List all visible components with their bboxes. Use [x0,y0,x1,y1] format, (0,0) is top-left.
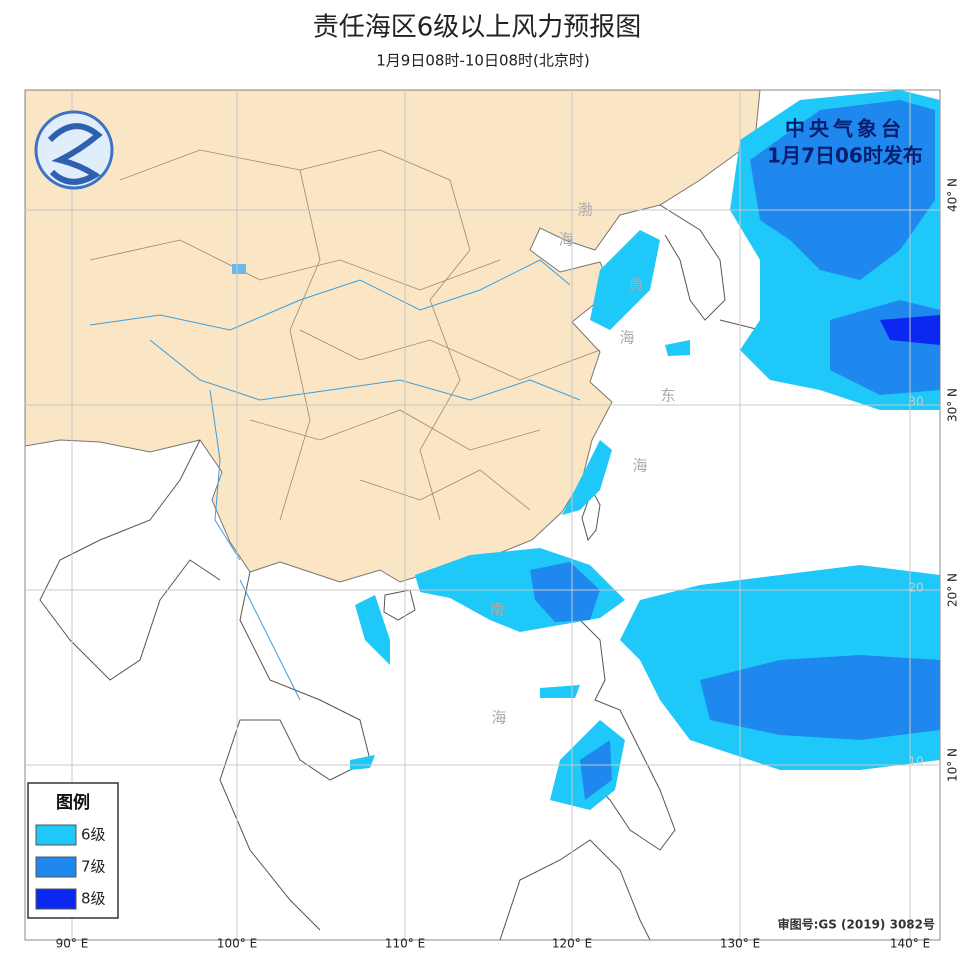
legend: 图例 6级 7级 8级 [27,782,119,919]
issue-time: 1月7日06时发布 [767,144,923,168]
taiwan [581,488,601,542]
lat-label: 20° N [946,573,960,607]
legend-title: 图例 [56,792,90,813]
grid-value: 30 [908,395,923,409]
legend-swatch [35,856,77,878]
sea-label: 海 [558,231,573,249]
indochina [39,439,371,931]
sea-label: 黄 [628,276,643,294]
title: 责任海区6级以上风力预报图 [313,13,642,43]
lat-label: 10° N [946,748,960,782]
wind-level-7 [530,100,940,800]
hainan [383,589,416,621]
lon-label: 110° E [385,937,425,951]
subtitle: 1月9日08时-10日08时(北京时) [376,52,589,70]
legend-swatch [35,824,77,846]
lon-label: 90° E [56,937,89,951]
legend-swatch [35,888,77,910]
lon-label: 130° E [720,937,760,951]
approval-number: 审图号:GS (2019) 3082号 [778,917,935,932]
logo [34,110,114,190]
lake [232,264,246,274]
lon-label: 140° E [890,937,930,951]
legend-label: 7级 [81,858,106,876]
sea-label: 渤 [577,201,592,219]
issuer-name: 中央气象台 [785,117,905,141]
grid-value: 10 [908,755,923,769]
graticule [25,90,940,940]
sea-label: 海 [619,329,634,347]
korea [659,204,726,321]
grid-value: 20 [908,581,923,595]
sea-label: 海 [632,457,647,475]
legend-label: 8级 [81,890,106,908]
province-borders [89,149,601,521]
sea-label: 南 [489,601,504,619]
sea-label: 海 [491,709,506,727]
lat-label: 30° N [946,388,960,422]
lon-label: 120° E [552,937,592,951]
sea-label: 东 [660,387,675,405]
borneo [499,839,651,940]
map-body: 渤 海 黄 海 东 海 南 海 30 20 10 [25,90,940,940]
rivers [89,259,581,701]
lon-label: 100° E [217,937,257,951]
legend-label: 6级 [81,826,106,844]
lat-label: 40° N [946,178,960,212]
